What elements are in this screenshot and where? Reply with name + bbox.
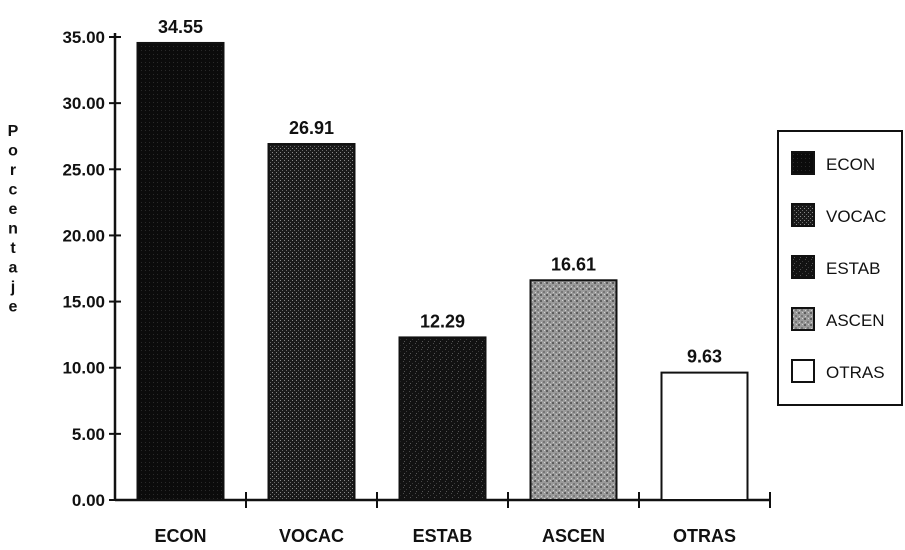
data-label: 12.29 <box>420 311 465 331</box>
data-label: 26.91 <box>289 118 334 138</box>
x-tick-label: ECON <box>154 526 206 546</box>
y-tick-label: 25.00 <box>62 160 105 179</box>
y-tick-label: 5.00 <box>72 425 105 444</box>
bar <box>267 143 356 502</box>
x-tick-label: VOCAC <box>279 526 344 546</box>
y-tick-label: 10.00 <box>62 359 105 378</box>
legend-swatch <box>791 307 815 331</box>
x-tick-label: ASCEN <box>542 526 605 546</box>
y-tick-label: 0.00 <box>72 491 105 510</box>
y-tick-label: 35.00 <box>62 28 105 47</box>
legend-label: ESTAB <box>826 259 880 278</box>
legend-label: ASCEN <box>826 311 885 330</box>
y-axis-label-char: c <box>9 182 18 199</box>
bars <box>136 41 749 502</box>
y-axis-label-char: o <box>8 143 18 160</box>
y-axis-label-char: e <box>9 299 18 316</box>
bar <box>660 371 749 501</box>
legend-label: VOCAC <box>826 207 886 226</box>
legend-swatch <box>791 203 815 227</box>
y-axis-label-char: P <box>8 123 19 140</box>
y-tick-label: 30.00 <box>62 94 105 113</box>
y-ticks: 0.00 5.00 10.00 15.00 20.00 25.00 30.00 35.00 <box>62 28 121 510</box>
data-label: 16.61 <box>551 254 596 274</box>
bar <box>529 279 618 502</box>
y-axis-label-char: j <box>10 279 15 296</box>
y-axis-label-char: e <box>9 201 18 218</box>
data-labels: 34.55 26.91 12.29 16.61 9.63 <box>158 17 722 367</box>
x-tick-label: OTRAS <box>673 526 736 546</box>
legend-swatch <box>791 255 815 279</box>
bar <box>136 41 225 502</box>
legend-swatch <box>791 151 815 175</box>
legend-label: OTRAS <box>826 363 885 382</box>
y-axis-label-char: a <box>9 260 18 277</box>
x-tick-label: ESTAB <box>413 526 473 546</box>
y-axis-label-char: n <box>8 221 18 238</box>
legend: ECON VOCAC ESTAB ASCEN OTRAS <box>777 130 903 406</box>
data-label: 9.63 <box>687 347 722 367</box>
legend-swatch <box>791 359 815 383</box>
data-label: 34.55 <box>158 17 203 37</box>
y-axis-label-char: t <box>10 240 16 257</box>
legend-label: ECON <box>826 155 875 174</box>
y-tick-label: 15.00 <box>62 293 105 312</box>
bar <box>398 336 487 502</box>
x-tick-labels: ECON VOCAC ESTAB ASCEN OTRAS <box>154 526 736 546</box>
y-tick-label: 20.00 <box>62 226 105 245</box>
y-axis-label-char: r <box>10 162 16 179</box>
